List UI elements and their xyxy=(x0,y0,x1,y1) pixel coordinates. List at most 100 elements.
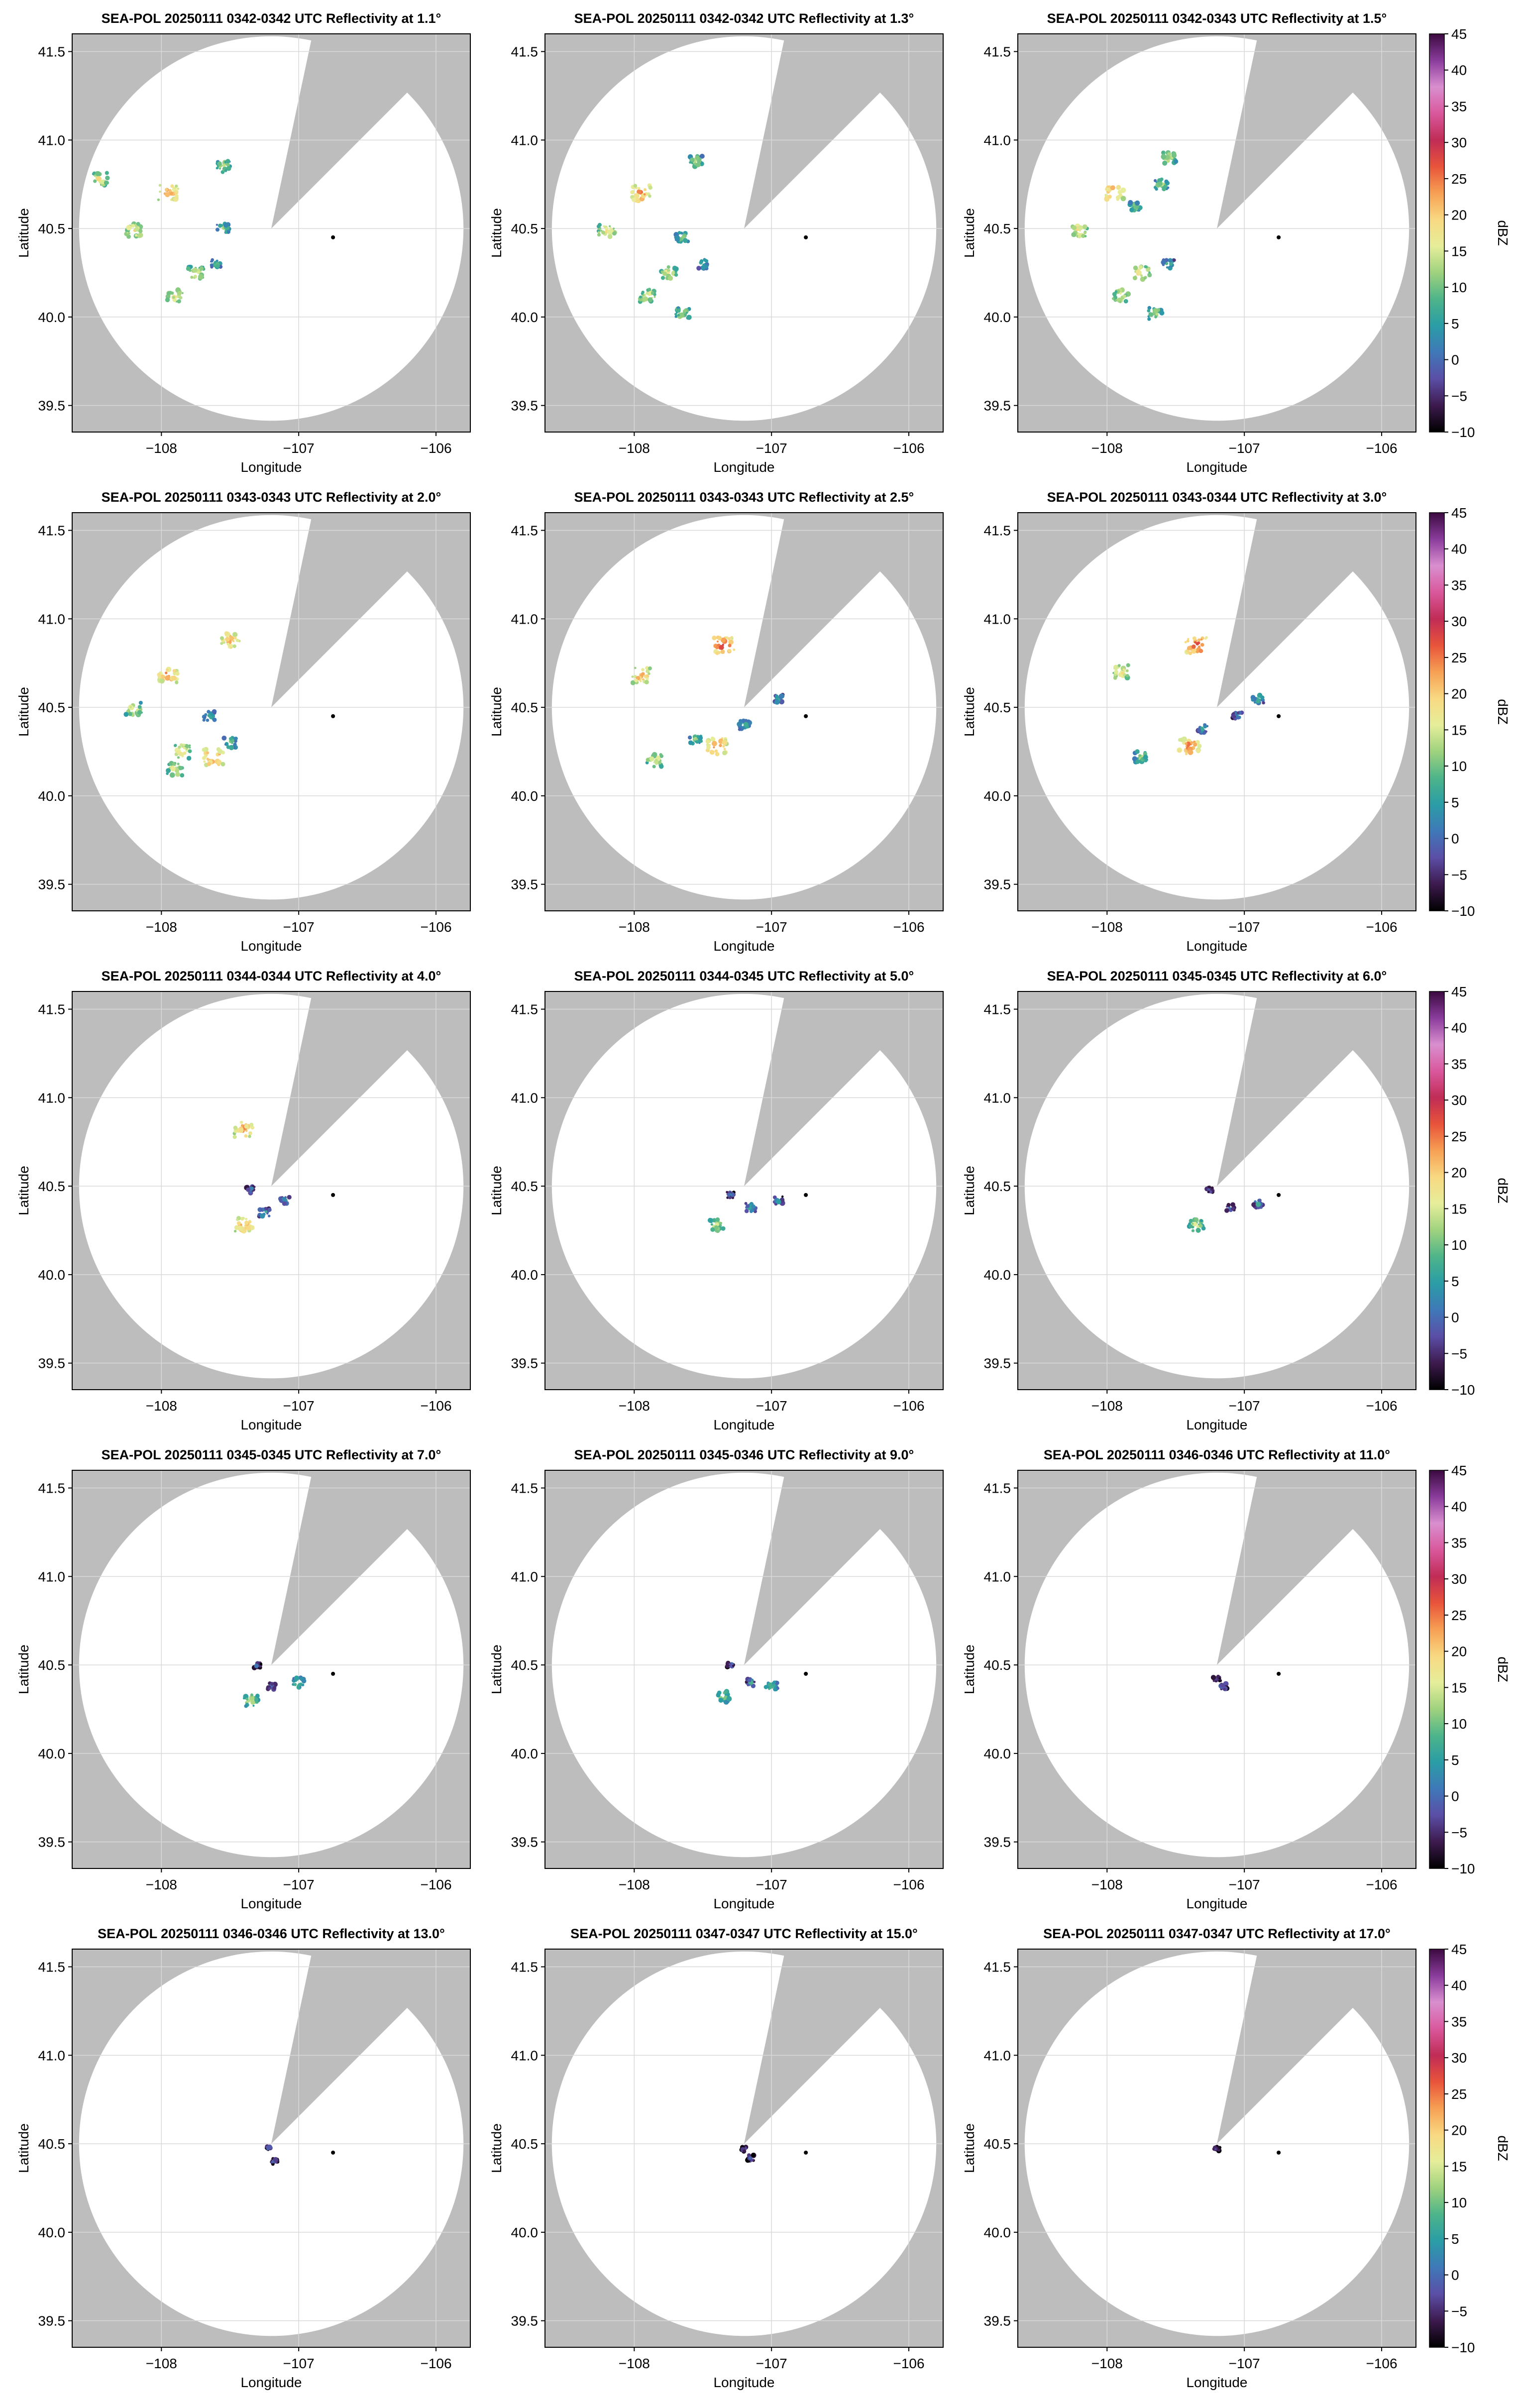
echo-gate xyxy=(178,746,181,749)
reflectivity-echoes xyxy=(739,2145,757,2163)
plot-area xyxy=(1018,34,1416,432)
echo-gate xyxy=(245,1217,248,1220)
echo-gate xyxy=(1193,742,1197,747)
echo-gate xyxy=(158,184,162,187)
y-tick-label: 40.0 xyxy=(38,1746,66,1761)
echo-gate xyxy=(690,157,695,162)
echo-gate xyxy=(1171,153,1177,158)
echo-gate xyxy=(1113,676,1117,680)
echo-cell xyxy=(1132,264,1152,282)
y-tick-label: 41.5 xyxy=(984,1481,1011,1496)
radar-site-marker xyxy=(331,2150,335,2155)
echo-gate xyxy=(749,1209,753,1213)
echo-gate xyxy=(1185,742,1188,746)
echo-gate xyxy=(171,675,177,681)
colorbar-tick-label: 45 xyxy=(1451,505,1467,521)
echo-gate xyxy=(206,718,210,722)
echo-cell xyxy=(696,258,709,271)
colorbar-tick-label: 25 xyxy=(1451,650,1467,665)
echo-gate xyxy=(648,672,650,675)
echo-gate xyxy=(662,271,667,276)
echo-gate xyxy=(188,749,192,754)
echo-gate xyxy=(712,741,717,747)
echo-gate xyxy=(732,1664,735,1667)
echo-gate xyxy=(172,298,177,302)
echo-gate xyxy=(225,637,230,642)
echo-gate xyxy=(1155,313,1158,316)
x-axis-label: Longitude xyxy=(240,1417,302,1432)
echo-gate xyxy=(1255,1202,1261,1207)
colorbar-tick-label: 10 xyxy=(1451,759,1467,774)
radar-site-marker xyxy=(331,714,335,718)
echo-gate xyxy=(254,1697,259,1702)
echo-gate xyxy=(633,184,638,188)
echo-gate xyxy=(1198,649,1203,654)
x-tick-label: −108 xyxy=(146,1398,177,1414)
x-axis-label: Longitude xyxy=(240,2375,302,2390)
colorbar-tick-label: 25 xyxy=(1451,1129,1467,1144)
echo-gate xyxy=(767,1682,772,1687)
y-tick-label: 41.5 xyxy=(984,1960,1011,1975)
echo-gate xyxy=(225,159,230,164)
y-tick-label: 40.0 xyxy=(38,1267,66,1283)
echo-gate xyxy=(1162,187,1167,192)
echo-cell xyxy=(772,1195,785,1206)
radar-site-marker xyxy=(1277,235,1281,239)
panel-title: SEA-POL 20250111 0343-0343 UTC Reflectiv… xyxy=(102,490,441,505)
echo-gate xyxy=(707,1217,713,1223)
echo-cell xyxy=(220,631,241,649)
panel-title: SEA-POL 20250111 0345-0345 UTC Reflectiv… xyxy=(102,1447,441,1462)
echo-cell xyxy=(257,1206,272,1219)
axes-frame xyxy=(72,512,471,911)
y-tick-label: 39.5 xyxy=(511,1835,539,1850)
echo-gate xyxy=(1204,637,1207,640)
reflectivity-echoes xyxy=(92,159,232,304)
echo-gate xyxy=(706,745,711,750)
echo-gate xyxy=(241,1124,244,1127)
echo-gate xyxy=(1218,1680,1221,1682)
radar-site-marker xyxy=(804,714,808,718)
echo-gate xyxy=(172,762,176,766)
echo-gate xyxy=(170,184,174,188)
echo-gate xyxy=(1189,1218,1193,1223)
x-tick-label: −107 xyxy=(1229,1877,1260,1892)
echo-cell xyxy=(1204,1186,1215,1194)
echo-gate xyxy=(677,314,680,317)
colorbar-gradient xyxy=(1429,1470,1445,1869)
y-tick-label: 40.0 xyxy=(38,310,66,325)
echo-gate xyxy=(1220,1683,1224,1688)
echo-cell xyxy=(1112,663,1130,680)
axes-frame xyxy=(1017,991,1416,1390)
echo-gate xyxy=(228,646,230,649)
echo-gate xyxy=(220,636,224,641)
echo-gate xyxy=(646,758,650,763)
echo-gate xyxy=(248,1131,252,1135)
x-tick-label: −108 xyxy=(146,2356,177,2371)
echo-gate xyxy=(677,231,681,235)
x-axis-label: Longitude xyxy=(1186,2375,1247,2390)
echo-gate xyxy=(648,185,652,190)
echo-cell xyxy=(1230,710,1244,721)
echo-gate xyxy=(1181,736,1187,742)
echo-gate xyxy=(652,765,656,768)
echo-gate xyxy=(660,276,665,280)
x-axis-label: Longitude xyxy=(713,1896,774,1911)
echo-gate xyxy=(1154,315,1158,319)
echo-gate xyxy=(245,1697,249,1701)
echo-cell xyxy=(186,264,206,281)
echo-gate xyxy=(648,194,651,198)
echo-gate xyxy=(301,1678,307,1684)
echo-gate xyxy=(1174,159,1179,164)
echo-gate xyxy=(214,261,217,264)
colorbar-tick-label: −10 xyxy=(1451,903,1475,919)
y-axis-label: Latitude xyxy=(16,1644,31,1694)
y-tick-label: 39.5 xyxy=(984,2313,1011,2329)
y-tick-label: 41.5 xyxy=(38,1960,66,1975)
y-tick-label: 41.0 xyxy=(38,1569,66,1584)
echo-gate xyxy=(1192,636,1196,641)
echo-gate xyxy=(299,1682,303,1685)
echo-gate xyxy=(1184,641,1187,644)
x-axis-label: Longitude xyxy=(713,2375,774,2390)
gridlines xyxy=(545,1470,943,1868)
echo-gate xyxy=(659,764,663,768)
